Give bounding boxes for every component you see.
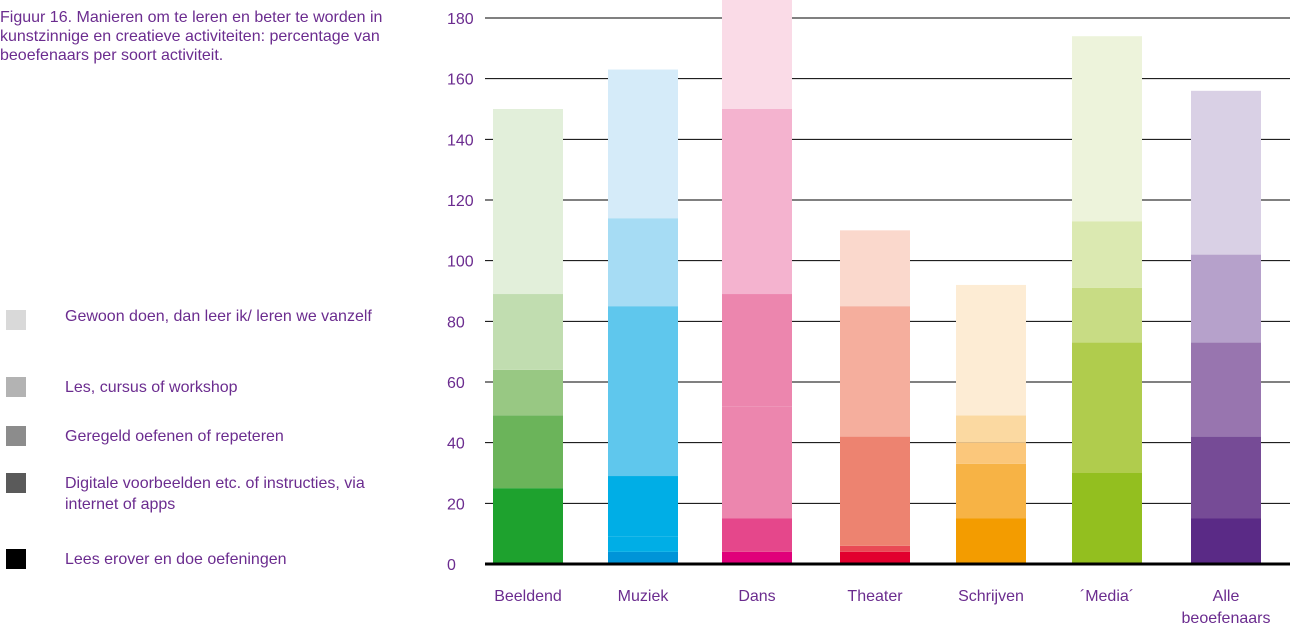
x-tick-label: Schrijven	[958, 588, 1024, 605]
bar-segment	[722, 406, 792, 519]
y-tick-label: 160	[447, 72, 474, 89]
x-tick-label: Theater	[847, 588, 903, 605]
x-tick-label: Muziek	[618, 588, 670, 605]
bar-segment	[493, 369, 563, 416]
y-tick-label: 180	[447, 11, 474, 28]
y-tick-label: 80	[447, 314, 465, 331]
y-tick-label: 40	[447, 436, 465, 453]
bar-segment	[608, 306, 678, 477]
legend-label: Lees erover en doe oefeningen	[65, 551, 287, 568]
bar-segment	[1191, 254, 1261, 343]
bar-segment	[722, 109, 792, 295]
legend-label: Gewoon doen, dan leer ik/ leren we vanze…	[65, 308, 372, 325]
bar-stack	[722, 0, 792, 564]
bar-segment	[722, 551, 792, 564]
bar-segment	[956, 442, 1026, 464]
bar-segment	[1191, 518, 1261, 564]
y-tick-labels: 0 20 40 60 80 100 120 140 160 180	[447, 11, 474, 574]
bar-segment	[1191, 90, 1261, 255]
bar-segment	[1191, 342, 1261, 437]
y-tick-label: 140	[447, 132, 474, 149]
bar-segment	[493, 488, 563, 564]
legend-swatch	[6, 426, 26, 446]
bar-segment	[722, 294, 792, 407]
bar-segment	[1072, 473, 1142, 564]
bar-stack	[493, 109, 563, 564]
bar-segment	[1072, 36, 1142, 222]
bars	[493, 0, 1261, 564]
bar-segment	[840, 436, 910, 546]
bar-segment	[493, 415, 563, 489]
bar-segment	[840, 545, 910, 552]
bar-segment	[1072, 287, 1142, 343]
bar-stack	[1072, 36, 1142, 564]
bar-segment	[956, 463, 1026, 519]
bar-segment	[608, 536, 678, 552]
y-tick-label: 120	[447, 193, 474, 210]
bar-segment	[1191, 436, 1261, 519]
bar-stack	[840, 230, 910, 564]
bar-segment	[840, 230, 910, 307]
legend-label: Digitale voorbeelden etc. of instructies…	[65, 475, 365, 513]
bar-stack	[1191, 90, 1261, 564]
bar-segment	[608, 69, 678, 219]
bar-segment	[493, 294, 563, 370]
bar-segment	[956, 284, 1026, 416]
bar-segment	[956, 518, 1026, 564]
bar-stack	[956, 284, 1026, 564]
bar-segment	[722, 0, 792, 109]
legend-label: Geregeld oefenen of repeteren	[65, 428, 284, 445]
bar-segment	[608, 218, 678, 307]
bar-segment	[840, 551, 910, 564]
legend-swatch	[6, 310, 26, 330]
bar-segment	[840, 306, 910, 437]
bar-segment	[1072, 221, 1142, 288]
x-tick-label: Alle beoefenaars	[1182, 588, 1271, 627]
x-tick-label: Beeldend	[494, 588, 562, 605]
y-tick-label: 20	[447, 496, 465, 513]
x-tick-labels: Beeldend Muziek Dans Theater Schrijven ´Media…	[494, 588, 1270, 627]
legend-swatch	[6, 473, 26, 493]
figure-caption: Figuur 16. Manieren om te leren en beter…	[0, 9, 383, 64]
legend-swatch	[6, 377, 26, 397]
bar-stack	[608, 69, 678, 564]
bar-segment	[608, 476, 678, 537]
x-tick-label: ´Media´	[1080, 588, 1134, 605]
x-tick-label: Dans	[738, 588, 775, 605]
bar-segment	[722, 518, 792, 552]
bar-segment	[956, 415, 1026, 443]
y-tick-label: 100	[447, 254, 474, 271]
legend-label: Les, cursus of workshop	[65, 379, 238, 396]
y-tick-label: 0	[447, 557, 456, 574]
bar-segment	[608, 551, 678, 564]
legend-swatch	[6, 549, 26, 569]
y-tick-label: 60	[447, 375, 465, 392]
bar-segment	[493, 109, 563, 295]
bar-segment	[1072, 342, 1142, 473]
